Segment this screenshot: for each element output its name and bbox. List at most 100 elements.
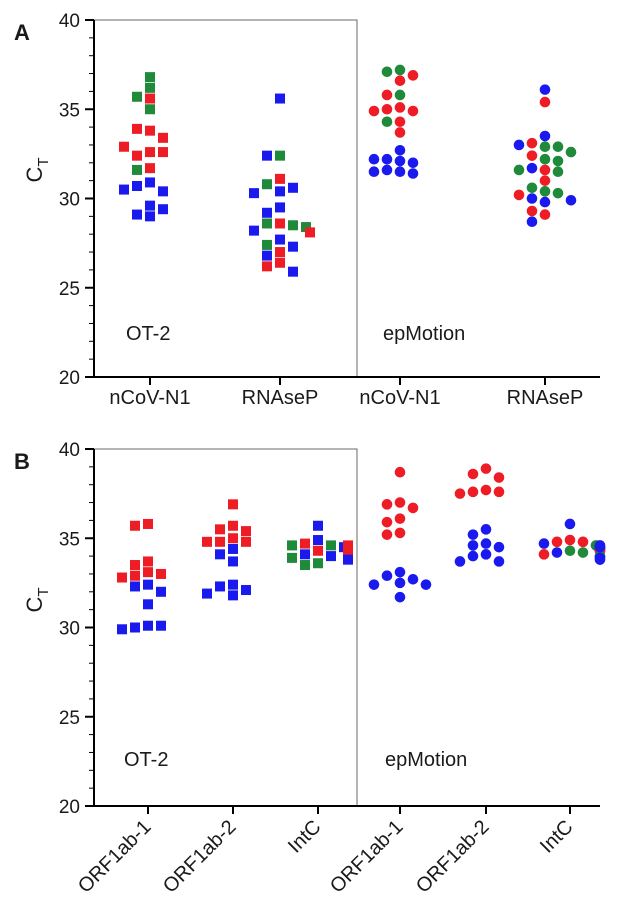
data-point-red xyxy=(407,502,419,514)
data-point-green xyxy=(145,104,155,115)
data-point-blue xyxy=(394,591,406,603)
y-axis-title: CT xyxy=(22,157,52,182)
epmotion-label: epMotion xyxy=(383,323,465,345)
data-point-red xyxy=(394,75,406,86)
data-point-blue xyxy=(526,216,538,228)
data-point-red xyxy=(158,147,168,158)
y-axis-title: CT xyxy=(22,587,52,612)
data-point-red xyxy=(381,103,393,115)
data-point-blue xyxy=(228,556,238,567)
data-point-green xyxy=(394,64,406,76)
data-point-blue xyxy=(145,200,155,211)
data-point-red xyxy=(493,486,505,498)
data-point-red xyxy=(467,486,479,498)
data-point-red xyxy=(143,518,153,529)
y-tick-label: 30 xyxy=(59,619,80,640)
data-point-blue xyxy=(288,266,298,277)
data-point-red xyxy=(539,209,551,220)
data-point-blue xyxy=(368,166,380,178)
data-point-blue xyxy=(564,518,576,530)
data-point-blue xyxy=(313,535,323,546)
y-axis-title-sub: T xyxy=(35,157,52,166)
data-point-blue xyxy=(241,585,251,596)
data-point-red xyxy=(467,468,479,480)
data-point-blue xyxy=(394,155,406,167)
data-point-red xyxy=(145,125,155,136)
data-point-blue xyxy=(480,538,492,549)
data-point-blue xyxy=(343,554,353,565)
data-point-blue xyxy=(313,520,323,531)
data-point-blue xyxy=(526,162,538,174)
data-point-blue xyxy=(130,581,140,592)
data-point-blue xyxy=(249,225,259,236)
data-point-red xyxy=(130,560,140,571)
data-point-green xyxy=(300,560,310,571)
data-point-red xyxy=(407,70,419,81)
data-point-green xyxy=(526,182,538,194)
data-point-red xyxy=(215,536,225,547)
data-point-red xyxy=(539,96,551,108)
data-point-green xyxy=(552,155,564,167)
data-point-blue xyxy=(526,193,538,204)
data-point-green xyxy=(132,91,142,102)
data-point-blue xyxy=(132,209,142,220)
data-point-blue xyxy=(407,574,419,585)
data-point-blue xyxy=(156,586,166,597)
x-category-label: nCoV-N1 xyxy=(359,387,440,409)
data-point-red xyxy=(480,484,492,496)
data-point-blue xyxy=(394,145,406,156)
data-point-blue xyxy=(493,556,505,567)
data-point-green xyxy=(539,141,551,153)
data-point-red xyxy=(343,540,353,551)
data-point-blue xyxy=(381,153,393,165)
data-point-blue xyxy=(420,579,432,590)
data-point-green xyxy=(132,164,142,175)
data-point-green xyxy=(564,545,576,557)
data-point-blue xyxy=(300,549,310,560)
data-point-blue xyxy=(480,524,492,535)
y-tick-label: 20 xyxy=(59,368,80,389)
data-point-green xyxy=(539,186,551,197)
x-category-label: ORF1ab-1 xyxy=(74,816,156,898)
data-point-red xyxy=(130,520,140,531)
data-point-red xyxy=(275,218,285,229)
data-point-blue xyxy=(538,538,550,549)
y-tick-label: 35 xyxy=(59,100,80,121)
data-point-green xyxy=(381,116,393,128)
data-point-red xyxy=(275,257,285,268)
data-point-green xyxy=(513,164,525,176)
data-point-blue xyxy=(202,588,212,599)
data-point-green xyxy=(381,66,393,78)
data-point-blue xyxy=(215,549,225,560)
data-point-blue xyxy=(594,554,606,565)
data-point-blue xyxy=(454,556,466,567)
data-point-red xyxy=(156,568,166,579)
y-axis-title-main: C xyxy=(22,597,47,613)
data-point-red xyxy=(215,524,225,535)
data-point-blue xyxy=(275,202,285,213)
data-point-red xyxy=(381,529,393,540)
data-point-blue xyxy=(132,181,142,192)
data-point-blue xyxy=(288,241,298,252)
data-point-red xyxy=(300,538,310,549)
data-point-red xyxy=(539,175,551,186)
data-point-red xyxy=(538,549,550,560)
data-point-blue xyxy=(275,186,285,197)
y-tick-label: 25 xyxy=(59,708,80,729)
data-point-red xyxy=(262,261,272,272)
data-point-red xyxy=(394,466,406,478)
data-point-blue xyxy=(262,207,272,218)
data-point-green xyxy=(326,540,336,551)
data-point-blue xyxy=(394,166,406,178)
data-point-red xyxy=(526,150,538,161)
data-point-blue xyxy=(493,541,505,553)
data-point-green xyxy=(301,222,311,233)
data-point-green xyxy=(262,179,272,190)
data-point-blue xyxy=(145,211,155,222)
data-point-red xyxy=(228,533,238,544)
data-point-red xyxy=(130,570,140,581)
data-point-blue xyxy=(228,590,238,601)
data-point-red xyxy=(145,163,155,174)
data-point-red xyxy=(228,499,238,510)
